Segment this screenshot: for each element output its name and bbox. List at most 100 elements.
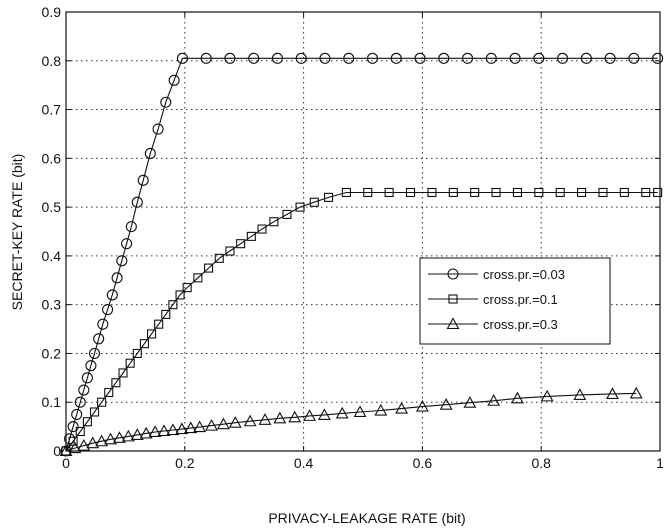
series-1-point bbox=[102, 303, 114, 316]
series-2 bbox=[61, 187, 663, 456]
series-3-point bbox=[317, 408, 331, 420]
series-1-point bbox=[319, 52, 331, 64]
y-tick-label: 0.7 bbox=[42, 102, 62, 118]
series-2-point bbox=[125, 358, 135, 368]
series-1-point bbox=[200, 52, 212, 64]
plot-background bbox=[66, 12, 660, 451]
series-2-point bbox=[555, 187, 565, 198]
y-tick-label: 0.4 bbox=[42, 248, 62, 264]
series-2-point bbox=[111, 378, 121, 388]
series-2-point bbox=[641, 187, 651, 198]
series-2-point bbox=[236, 239, 246, 249]
legend-label: cross.pr.=0.1 bbox=[483, 292, 558, 307]
ticks: 0 0.2 0.4 0.6 0.8 1 0 0.1 0.2 0.3 0.4 0.5 0.6 0.7 0.8 0… bbox=[42, 4, 665, 471]
series-3 bbox=[59, 386, 643, 457]
series-2-point bbox=[104, 387, 114, 398]
series-1-point bbox=[67, 421, 79, 433]
series-1-point bbox=[248, 52, 260, 64]
x-tick-label: 0.8 bbox=[531, 455, 551, 471]
series-2-point bbox=[405, 187, 416, 198]
y-tick-label: 0.9 bbox=[42, 4, 62, 20]
series-3-line bbox=[65, 392, 637, 452]
series-2-point bbox=[225, 246, 235, 256]
series-2-point bbox=[139, 339, 149, 349]
series-2-point bbox=[470, 187, 480, 198]
legend-1-point bbox=[447, 268, 459, 280]
series-2-point bbox=[295, 202, 305, 212]
y-tick-label: 0.5 bbox=[42, 199, 62, 215]
series-3-point bbox=[288, 410, 302, 423]
series-1 bbox=[60, 52, 664, 457]
series-3-point bbox=[157, 424, 171, 437]
series-2-point bbox=[282, 209, 292, 219]
series-3-point bbox=[166, 423, 180, 436]
series-3-point bbox=[415, 399, 429, 412]
series-3-point bbox=[303, 409, 316, 421]
series-3-point bbox=[205, 418, 218, 431]
series-1-point bbox=[414, 52, 426, 64]
series-3-point bbox=[439, 398, 453, 410]
x-tick-label: 0.2 bbox=[175, 455, 195, 471]
series-1-point bbox=[97, 318, 109, 330]
series-2-point bbox=[269, 217, 279, 227]
series-2-point bbox=[214, 253, 224, 263]
series-2-point bbox=[118, 368, 128, 378]
series-2-point bbox=[491, 187, 501, 198]
series-2-point bbox=[363, 187, 373, 198]
series-2-point bbox=[161, 309, 171, 319]
series-3-point bbox=[228, 416, 242, 428]
series-2-point bbox=[619, 187, 629, 198]
series-3-point bbox=[193, 420, 207, 433]
series-2-point bbox=[168, 300, 178, 310]
x-tick-label: 0.6 bbox=[413, 455, 433, 471]
series-2-point bbox=[257, 224, 267, 234]
series-2-point bbox=[577, 187, 587, 198]
series-3-point bbox=[243, 414, 257, 427]
series-2-point bbox=[534, 187, 544, 198]
plot-frame bbox=[65, 11, 661, 452]
series-3-point bbox=[573, 388, 587, 400]
series-1-point bbox=[168, 74, 180, 86]
legend-box bbox=[419, 257, 611, 345]
series-1-point bbox=[271, 52, 284, 64]
series-2-point bbox=[182, 283, 192, 293]
y-axis-label: SECRET-KEY RATE (bit) bbox=[9, 154, 25, 311]
series-2-point bbox=[82, 417, 92, 427]
series-2-point bbox=[309, 197, 319, 207]
series-1-point bbox=[121, 238, 133, 250]
series-3-point bbox=[273, 411, 287, 424]
series-1-point bbox=[131, 196, 143, 208]
series-2-point bbox=[193, 273, 203, 283]
y-tick-label: 0.2 bbox=[42, 345, 62, 361]
series-1-point bbox=[78, 384, 90, 396]
series-2-point bbox=[132, 348, 142, 358]
series-2-point bbox=[341, 187, 351, 198]
series-1-line bbox=[65, 57, 658, 452]
series-1-point bbox=[604, 52, 616, 64]
series-1-point bbox=[533, 52, 545, 64]
series-1-point bbox=[85, 360, 97, 372]
series-1-point bbox=[438, 52, 450, 64]
series-1-point bbox=[81, 372, 93, 384]
series-3-point bbox=[184, 421, 198, 434]
series-1-point bbox=[390, 52, 402, 64]
series-1-point bbox=[343, 52, 355, 64]
series-3-point bbox=[216, 417, 230, 430]
series-2-line bbox=[65, 191, 658, 452]
series-1-point bbox=[160, 96, 172, 108]
series-1-point bbox=[176, 52, 188, 64]
series-2-point bbox=[384, 187, 394, 198]
y-tick-label: 0.3 bbox=[42, 297, 62, 313]
series-3-point bbox=[139, 426, 153, 439]
series-2-point bbox=[146, 329, 157, 339]
series-1-point bbox=[580, 52, 592, 64]
series-3-point bbox=[463, 396, 477, 408]
series-3-point bbox=[395, 401, 409, 414]
series-3-point bbox=[540, 389, 554, 402]
series-1-point bbox=[137, 174, 149, 186]
series-2-point bbox=[323, 192, 334, 202]
series-3-point bbox=[335, 406, 349, 419]
series-2-point bbox=[653, 187, 663, 198]
legend-label: cross.pr.=0.03 bbox=[483, 267, 565, 282]
y-tick-label: 0 bbox=[53, 443, 61, 459]
